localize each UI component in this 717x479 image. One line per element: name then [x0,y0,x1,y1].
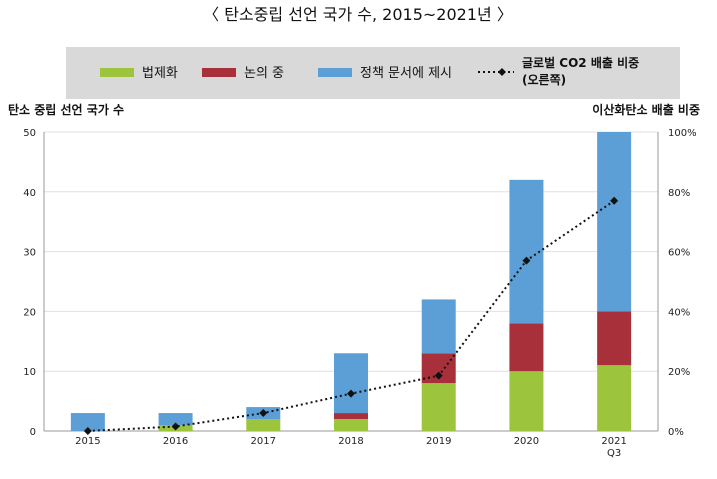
legend-swatch [100,68,134,77]
bar-segment [246,419,281,431]
x-tick-label: 2017 [251,436,276,447]
legend-label: 글로벌 CO2 배출 비중 [522,55,639,70]
x-tick-label: 2020 [514,436,539,447]
y-left-tick-label: 50 [23,128,36,139]
line-point [610,196,619,205]
line-point [347,389,355,398]
bar-segment [597,365,632,431]
x-tick-label: 2016 [163,436,188,447]
line-point [522,256,531,265]
legend-label: 논의 중 [244,66,284,81]
line-point [171,422,180,431]
legend-swatch [318,68,352,77]
bar-segment [70,413,105,431]
x-tick-label: 2021 [601,436,626,447]
chart-title: 〈 탄소중립 선언 국가 수, 2015~2021년 〉 [203,5,513,24]
y-right-tick-label: 100% [668,128,697,139]
bar-segment [158,413,193,426]
y-left-axis-label: 탄소 중립 선언 국가 수 [8,102,124,117]
x-tick-label: 2018 [338,436,363,447]
bar-segment [509,323,544,372]
bar-segment [509,179,544,324]
y-right-tick-label: 20% [668,367,690,378]
y-right-axis-label: 이산화탄소 배출 비중 [592,102,700,117]
bar-segment [509,371,544,431]
legend-box [66,47,680,99]
legend-label: (오른쪽) [522,73,566,87]
plot-area: 0 10 20 30 40 50 0% 20% 40% 60% 80% 100% 2015 2016 201… [23,128,696,459]
bar-segment [421,299,456,354]
line-point [83,427,92,435]
x-tick-label: 2015 [75,436,100,447]
y-right-tick-label: 40% [668,307,690,318]
y-left-tick-label: 10 [23,367,36,378]
bar-segment [334,413,368,420]
y-left-tick-label: 40 [23,188,36,199]
line-point [259,409,268,418]
bar-segment [334,419,368,431]
legend: 법제화 논의 중 정책 문서에 제시 글로벌 CO2 배출 비중 (오른쪽) [100,55,639,87]
bar-segment [597,311,632,366]
bar-segment [334,353,368,414]
line-point [434,371,443,380]
y-left-tick-label: 0 [30,427,36,438]
y-left-tick-label: 30 [23,248,36,259]
y-left-tick-label: 20 [23,307,36,318]
x-tick-sublabel: Q3 [607,448,621,459]
legend-label: 법제화 [142,66,178,81]
bar-segment [421,383,456,431]
y-right-tick-label: 60% [668,248,690,259]
legend-swatch [202,68,236,77]
bar-segment [597,132,632,312]
y-right-tick-label: 80% [668,188,690,199]
legend-label: 정책 문서에 제시 [360,66,452,81]
legend-marker [498,68,506,76]
x-tick-label: 2019 [426,436,451,447]
y-right-tick-label: 0% [668,427,684,438]
